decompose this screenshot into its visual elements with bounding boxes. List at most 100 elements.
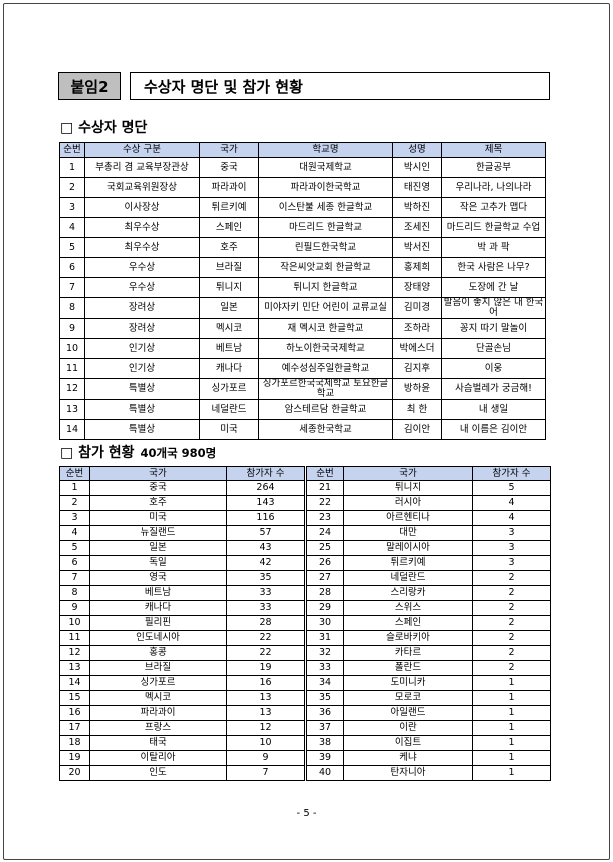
table-cell: 37 [304, 720, 344, 736]
table-cell: 뉴질랜드 [89, 525, 227, 541]
table-cell: 24 [304, 525, 344, 541]
column-header: 수상 구분 [84, 142, 200, 158]
table-cell: 1 [472, 705, 551, 721]
table-row: 10 인기상 베트남 하노이한국국제학교 박에스더 단골손님 [59, 338, 546, 359]
table-cell: 부총리 겸 교육부장관상 [84, 157, 200, 178]
table-cell: 재 멕시코 한글학교 [258, 318, 393, 339]
table-cell: 5 [59, 540, 90, 556]
table-cell: 29 [304, 600, 344, 616]
table-cell: 이스탄불 세종 한글학교 [258, 197, 393, 218]
table-cell: 2 [472, 570, 551, 586]
awards-table: 순번 수상 구분 국가 학교명 성명 제목 1 부총리 겸 교육부장관상 중국 대원국제학교 박시… [59, 142, 546, 440]
table-cell: 26 [304, 555, 344, 571]
table-row: 1 부총리 겸 교육부장관상 중국 대원국제학교 박시인 한글공부 [59, 157, 546, 178]
table-cell: 21 [304, 480, 344, 496]
table-cell: 네덜란드 [199, 399, 259, 420]
table-cell: 한글공부 [441, 157, 546, 178]
table-cell: 멕시코 [89, 690, 227, 706]
table-cell: 홍콩 [89, 645, 227, 661]
table-row: 6 독일 42 26 튀르키예 3 [59, 555, 551, 571]
table-cell: 9 [59, 600, 90, 616]
table-cell: 대만 [343, 525, 473, 541]
table-cell: 조세진 [392, 217, 442, 238]
table-cell: 12 [59, 645, 90, 661]
table-cell: 2 [472, 645, 551, 661]
table-cell: 9 [226, 750, 306, 766]
table-row: 8 장려상 일본 미야자키 민단 어린이 교류교실 김미경 발음이 좋지 않은 내 한국어 [59, 297, 546, 319]
table-cell: 스리랑카 [343, 585, 473, 601]
table-cell: 32 [304, 645, 344, 661]
table-cell: 장려상 [84, 297, 200, 319]
page-number: - 5 - [296, 808, 317, 819]
table-cell: 4 [59, 217, 85, 238]
table-cell: 116 [226, 510, 306, 526]
table-row: 7 우수상 튀니지 튀니지 한글학교 장태양 도장에 간 날 [59, 277, 546, 298]
table-cell: 캐나다 [89, 600, 227, 616]
table-row: 2 호주 143 22 러시아 4 [59, 495, 551, 511]
table-cell: 8 [59, 585, 90, 601]
table-cell: 암스테르담 한글학교 [258, 399, 393, 420]
table-cell: 11 [59, 358, 85, 379]
table-cell: 미야자키 민단 어린이 교류교실 [258, 297, 393, 319]
table-cell: 이란 [343, 720, 473, 736]
table-row: 15 멕시코 13 35 모로코 1 [59, 690, 551, 706]
table-cell: 10 [59, 615, 90, 631]
awards-heading: □ 수상자 명단 [60, 117, 147, 137]
table-cell: 7 [59, 570, 90, 586]
table-cell: 13 [59, 399, 85, 420]
table-cell: 13 [59, 660, 90, 676]
table-cell: 12 [59, 378, 85, 400]
table-row: 12 홍콩 22 32 카타르 2 [59, 645, 551, 661]
table-cell: 5 [472, 480, 551, 496]
table-cell: 143 [226, 495, 306, 511]
table-cell: 싱가포르 [199, 378, 259, 400]
table-cell: 264 [226, 480, 306, 496]
table-cell: 박서진 [392, 237, 442, 258]
table-cell: 장태양 [392, 277, 442, 298]
table-cell: 탄자니아 [343, 765, 473, 781]
table-cell: 김지후 [392, 358, 442, 379]
table-cell: 33 [226, 585, 306, 601]
table-cell: 28 [304, 585, 344, 601]
table-cell: 국회교육위원장상 [84, 177, 200, 198]
table-row: 10 필리핀 28 30 스페인 2 [59, 615, 551, 631]
table-cell: 스페인 [199, 217, 259, 238]
table-cell: 22 [226, 630, 306, 646]
table-row: 8 베트남 33 28 스리랑카 2 [59, 585, 551, 601]
table-row: 20 인도 7 40 탄자니아 1 [59, 765, 551, 781]
table-cell: 19 [226, 660, 306, 676]
table-cell: 16 [226, 675, 306, 691]
table-cell: 13 [226, 705, 306, 721]
table-cell: 40 [304, 765, 344, 781]
table-row: 6 우수상 브라질 작은씨앗교회 한글학교 홍제희 한국 사람은 나무? [59, 257, 546, 278]
table-row: 7 영국 35 27 네덜란드 2 [59, 570, 551, 586]
table-cell: 베트남 [89, 585, 227, 601]
table-cell: 18 [59, 735, 90, 751]
table-cell: 인기상 [84, 338, 200, 359]
table-row: 3 이사장상 튀르키예 이스탄불 세종 한글학교 박하진 작은 고추가 맵다 [59, 197, 546, 218]
table-cell: 도장에 간 날 [441, 277, 546, 298]
table-cell: 미국 [89, 510, 227, 526]
table-cell: 브라질 [89, 660, 227, 676]
table-cell: 2 [59, 177, 85, 198]
table-cell: 최우수상 [84, 217, 200, 238]
table-cell: 22 [304, 495, 344, 511]
table-cell: 아르헨티나 [343, 510, 473, 526]
table-cell: 10 [59, 338, 85, 359]
table-cell: 2 [59, 495, 90, 511]
table-cell: 28 [226, 615, 306, 631]
table-row: 4 뉴질랜드 57 24 대만 3 [59, 525, 551, 541]
table-cell: 2 [472, 630, 551, 646]
table-cell: 작은씨앗교회 한글학교 [258, 257, 393, 278]
table-cell: 1 [472, 750, 551, 766]
table-row: 14 특별상 미국 세종한국학교 김이안 내 이름은 김이안 [59, 419, 546, 440]
table-cell: 장려상 [84, 318, 200, 339]
table-cell: 9 [59, 318, 85, 339]
table-cell: 16 [59, 705, 90, 721]
table-cell: 3 [472, 525, 551, 541]
table-cell: 35 [226, 570, 306, 586]
table-cell: 1 [472, 720, 551, 736]
column-header: 순번 [59, 142, 85, 158]
table-cell: 2 [472, 615, 551, 631]
